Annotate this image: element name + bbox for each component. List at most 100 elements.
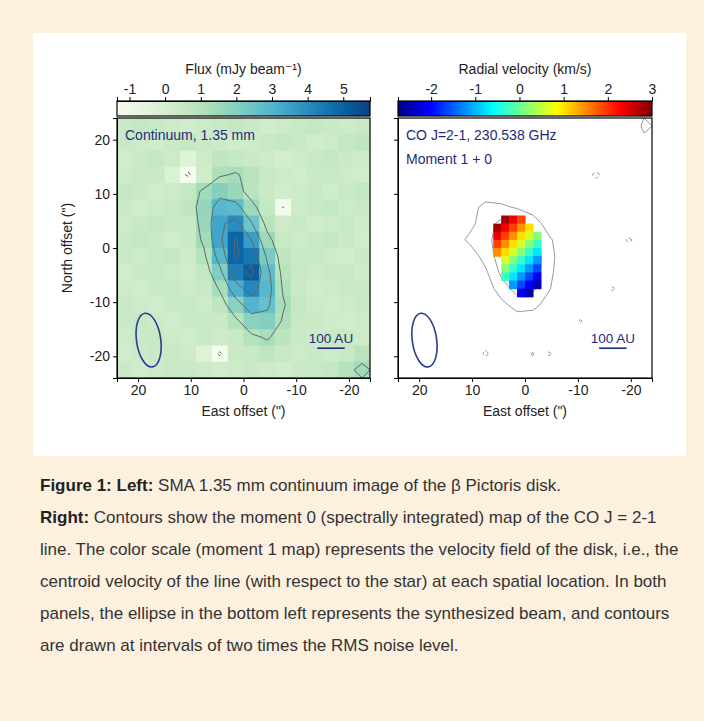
heat-cell	[196, 362, 212, 378]
plot-frame	[117, 118, 370, 378]
tick: -10	[568, 378, 588, 398]
caption-right-text: Contours show the moment 0 (spectrally i…	[40, 508, 678, 655]
heat-cell	[354, 151, 370, 168]
heat-cell	[117, 248, 133, 265]
heat-cell	[338, 134, 354, 151]
tick: 1	[197, 81, 205, 101]
heat-cell	[259, 281, 275, 298]
heat-cell	[180, 151, 196, 168]
velocity-cell	[493, 240, 502, 249]
heat-cell	[275, 232, 291, 249]
tick-label: 20	[131, 382, 147, 398]
velocity-cell	[533, 272, 542, 281]
beam	[409, 312, 441, 369]
tick-label: -2	[425, 81, 438, 97]
heat-cell	[338, 118, 354, 135]
heat-cell	[149, 248, 165, 265]
velocity-cell	[509, 232, 518, 241]
heat-cell	[117, 281, 133, 298]
heat-cell	[275, 329, 291, 346]
panel: 100 AUCO J=2-1, 230.538 GHzMoment 1 + 02…	[394, 61, 657, 419]
heat-cell	[164, 362, 180, 378]
y-axis: -20-1001020	[90, 119, 118, 379]
x-axis: 20100-10-20	[118, 378, 371, 398]
velocity-cell	[501, 232, 510, 241]
heat-cell	[354, 281, 370, 298]
heat-cell	[164, 313, 180, 330]
heat-cell	[354, 183, 370, 200]
contour	[186, 172, 284, 356]
scale-bar-label: 100 AU	[591, 331, 635, 346]
velocity-cell	[509, 264, 518, 273]
tick-mark	[608, 97, 609, 101]
heat-cell	[164, 199, 180, 216]
heat-cell	[354, 232, 370, 249]
heat-cell	[275, 346, 291, 363]
heat-cell	[338, 151, 354, 168]
tick: 3	[649, 81, 657, 101]
velocity-cell	[533, 240, 542, 249]
tick: -10	[90, 294, 117, 310]
velocity-cell	[533, 232, 542, 241]
velocity-cell	[501, 224, 510, 233]
heat-cell	[117, 232, 133, 249]
x-axis-title: East offset (")	[483, 403, 567, 419]
heat-cell	[117, 313, 133, 330]
heat-cell	[149, 346, 165, 363]
heat-cell	[259, 362, 275, 378]
heat-cell	[149, 216, 165, 233]
figure: 100 AUContinuum, 1.35 mm20100-10-20-20-1…	[0, 0, 704, 460]
heat-cell	[117, 199, 133, 216]
heat-cell	[117, 362, 133, 378]
heat-cell	[291, 216, 307, 233]
contour	[222, 218, 261, 296]
heat-cell	[354, 199, 370, 216]
velocity-cell	[517, 281, 526, 290]
heat-cell	[180, 362, 196, 378]
heat-cell	[117, 216, 133, 233]
tick-label: 0	[162, 81, 170, 97]
heat-cell	[133, 183, 149, 200]
tick: 20	[412, 378, 428, 398]
tick-mark	[308, 97, 309, 101]
heat-cell	[259, 134, 275, 151]
heat-cell	[338, 183, 354, 200]
heat-cell	[212, 346, 228, 363]
tick-label: 4	[304, 81, 312, 97]
tick: 3	[269, 81, 277, 101]
velocity-cell	[509, 248, 518, 257]
heat-cell	[133, 297, 149, 314]
heat-cell	[228, 232, 244, 249]
heat-cell	[180, 313, 196, 330]
tick-mark	[343, 97, 344, 101]
heat-cell	[259, 118, 275, 135]
velocity-cell	[525, 232, 534, 241]
heat-cell	[307, 167, 323, 184]
heat-cell	[323, 151, 339, 168]
heat-cell	[307, 281, 323, 298]
heat-cell	[133, 248, 149, 265]
tick: 2	[604, 81, 612, 101]
heat-cell	[133, 167, 149, 184]
contour	[211, 198, 272, 313]
heat-cell	[338, 199, 354, 216]
heat-cell	[149, 297, 165, 314]
heat-cell	[259, 167, 275, 184]
contour	[235, 238, 254, 277]
heat-cell	[164, 248, 180, 265]
moment0-contour	[492, 219, 542, 295]
velocity-cell	[509, 216, 518, 225]
heat-cell	[133, 199, 149, 216]
caption-left-label: Left:	[117, 476, 154, 495]
heat-cell	[259, 313, 275, 330]
tick-label: 3	[269, 81, 277, 97]
scale-bar	[317, 347, 344, 349]
heat-cell	[291, 329, 307, 346]
heat-cell	[212, 329, 228, 346]
heat-cell	[196, 329, 212, 346]
heat-cell	[354, 216, 370, 233]
heat-cell	[228, 313, 244, 330]
heat-cell	[307, 264, 323, 281]
heat-cell	[275, 264, 291, 281]
tick-mark	[475, 97, 476, 101]
